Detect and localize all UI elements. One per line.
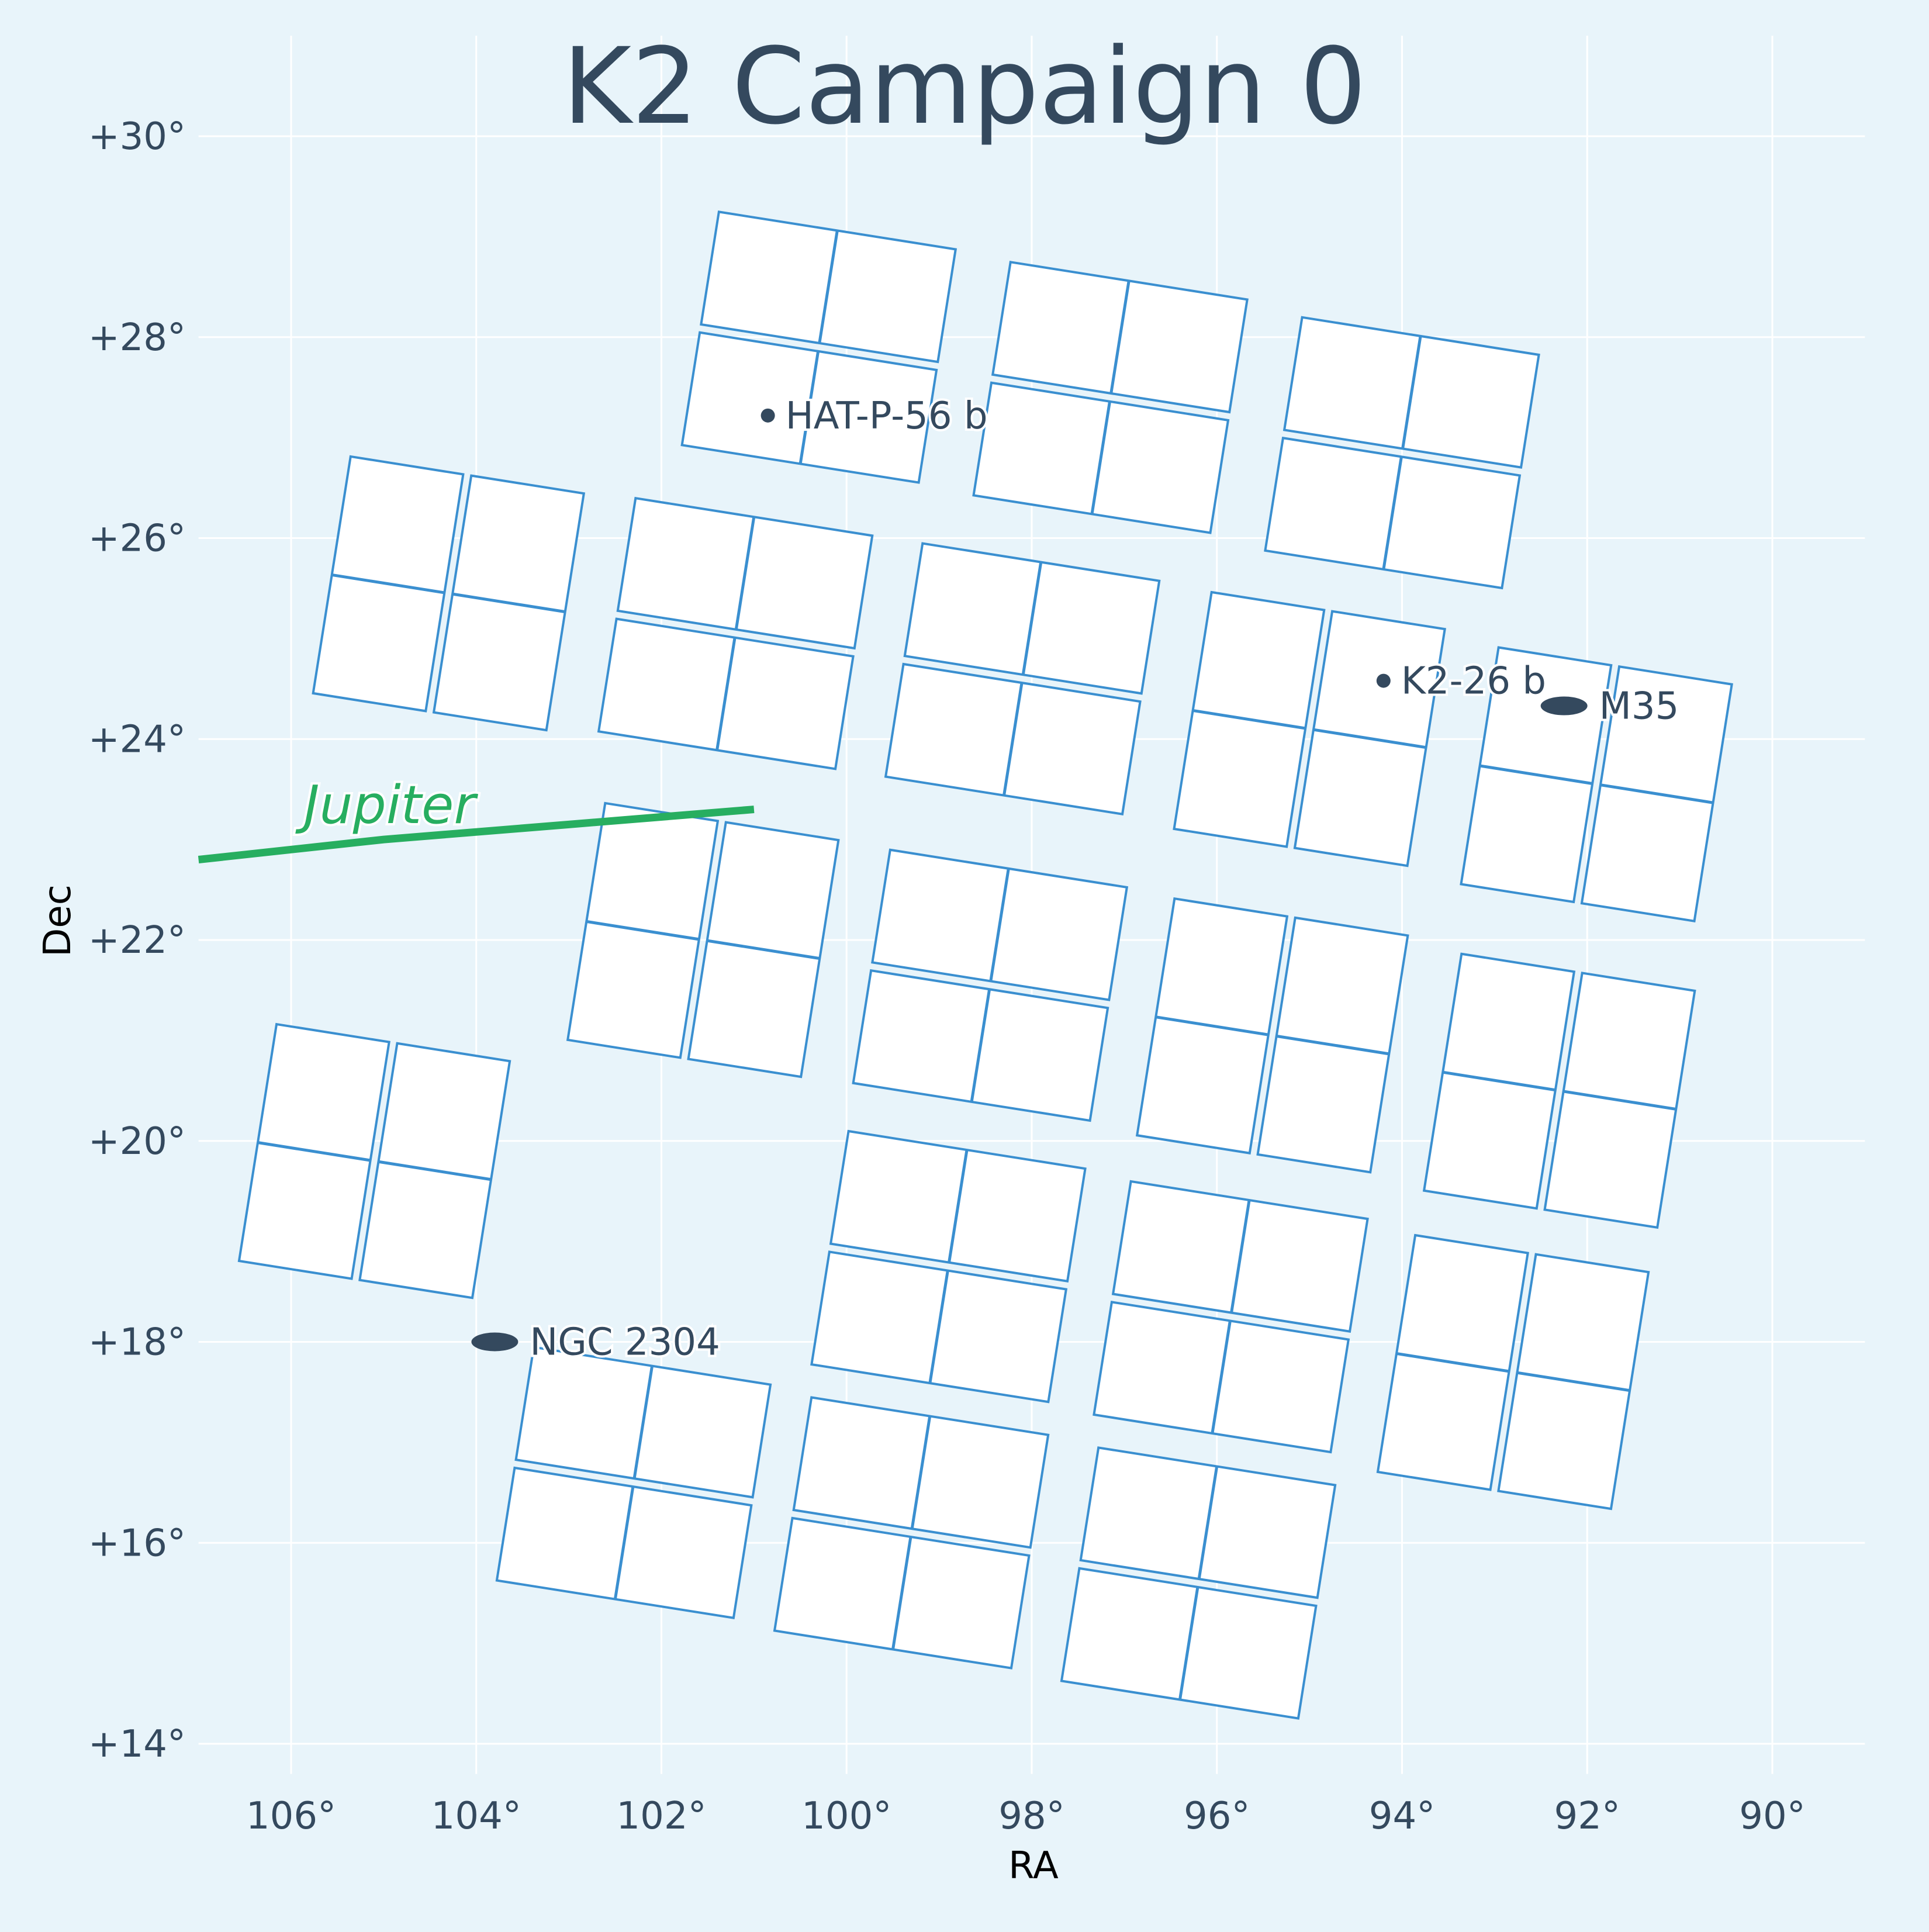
- y-tick-label: +20°: [88, 1120, 186, 1163]
- target-label: HAT-P-56 b: [786, 395, 988, 438]
- ccd-divider: [715, 637, 737, 751]
- ccd-divider: [1600, 783, 1713, 804]
- ccd-module: [495, 1346, 772, 1619]
- ccd-module: [597, 496, 874, 770]
- ccd-module: [852, 848, 1129, 1122]
- ccd-divider: [1178, 1587, 1199, 1700]
- ccd-divider: [891, 1536, 912, 1650]
- ccd-divider: [331, 573, 445, 595]
- ccd-divider: [910, 1416, 932, 1529]
- x-axis-label: RA: [1008, 1844, 1059, 1888]
- ccd-divider: [257, 1141, 371, 1162]
- y-tick-label: +24°: [88, 718, 186, 761]
- ccd-divider: [1109, 280, 1131, 394]
- ccd-module: [1264, 316, 1540, 590]
- ccd-module: [1135, 897, 1409, 1174]
- target-label: NGC 2304: [530, 1321, 720, 1364]
- ccd-divider: [586, 920, 700, 941]
- ccd-divider: [948, 1149, 969, 1263]
- chart-title: K2 Campaign 0: [562, 26, 1367, 148]
- ccd-divider: [734, 516, 756, 630]
- ccd-module: [773, 1396, 1050, 1670]
- ccd-divider: [378, 1160, 492, 1181]
- jupiter-path: [198, 806, 755, 863]
- ccd-divider: [1396, 1352, 1510, 1373]
- ccd-divider: [1313, 728, 1427, 749]
- target-ellipse: [471, 1332, 518, 1352]
- ccd-divider: [1192, 708, 1306, 730]
- ccd-divider: [1401, 336, 1422, 449]
- y-tick-label: +26°: [88, 517, 186, 561]
- ccd-module: [884, 542, 1161, 815]
- y-tick-label: +14°: [88, 1723, 186, 1766]
- x-tick-label: 94°: [1369, 1795, 1435, 1838]
- jupiter-track: Jupiter: [198, 772, 755, 863]
- ccd-module: [1093, 1180, 1369, 1454]
- ccd-divider: [1002, 682, 1024, 796]
- ccd-divider: [1197, 1466, 1219, 1580]
- y-tick-label: +28°: [88, 316, 186, 360]
- y-tick-label: +22°: [88, 919, 186, 962]
- target-label: K2-26 b: [1401, 660, 1546, 703]
- ccd-divider: [1211, 1321, 1232, 1434]
- ccd-divider: [1442, 1070, 1556, 1092]
- jupiter-label: Jupiter: [295, 775, 478, 836]
- ccd-module: [1173, 590, 1446, 868]
- ccd-module: [680, 210, 957, 484]
- x-tick-label: 90°: [1739, 1795, 1805, 1838]
- ccd-module: [237, 1022, 511, 1299]
- ccd-divider: [632, 1366, 654, 1479]
- x-tick-label: 104°: [431, 1795, 521, 1838]
- target-dot: [1376, 673, 1391, 688]
- ccd-divider: [798, 351, 820, 464]
- ccd-module: [972, 261, 1249, 534]
- ccd-divider: [970, 989, 991, 1102]
- x-tick-label: 92°: [1554, 1795, 1620, 1838]
- ccd-module: [810, 1129, 1087, 1404]
- x-tick-label: 96°: [1184, 1795, 1250, 1838]
- y-axis-label: Dec: [36, 884, 79, 957]
- target-ellipse: [1540, 696, 1588, 716]
- ccd-modules: [237, 210, 1733, 1720]
- ccd-divider: [1155, 1015, 1269, 1036]
- targets: HAT-P-56 b K2-26 b M35 NGC 2304: [471, 392, 1681, 1367]
- ccd-divider: [928, 1270, 949, 1384]
- ccd-module: [1376, 1233, 1650, 1511]
- ccd-divider: [1276, 1034, 1389, 1056]
- y-tick-label: +18°: [88, 1321, 186, 1364]
- ccd-divider: [1021, 562, 1043, 675]
- target-dot: [760, 408, 775, 423]
- x-tick-label: 106°: [246, 1795, 336, 1838]
- x-tick-label: 98°: [998, 1795, 1064, 1838]
- x-tick-label: 102°: [616, 1795, 706, 1838]
- ccd-module: [1060, 1446, 1337, 1720]
- y-tick-label: +16°: [88, 1522, 186, 1565]
- ccd-divider: [818, 230, 839, 344]
- ccd-divider: [1382, 456, 1403, 570]
- ccd-divider: [1517, 1371, 1630, 1392]
- ccd-divider: [1090, 401, 1111, 514]
- x-tick-label: 100°: [801, 1795, 891, 1838]
- ccd-divider: [1230, 1200, 1251, 1314]
- ccd-module: [312, 455, 586, 732]
- ccd-divider: [1479, 764, 1593, 785]
- y-tick-label: +30°: [88, 115, 186, 158]
- ccd-module: [566, 801, 840, 1079]
- ccd-divider: [1563, 1090, 1676, 1111]
- ccd-divider: [452, 592, 566, 614]
- ccd-module: [1422, 952, 1696, 1229]
- ccd-divider: [613, 1486, 635, 1600]
- target-label: M35: [1599, 685, 1679, 728]
- tick-labels: 106° 104° 102° 100° 98° 96° 94° 92° 90° +30° +28° +…: [88, 115, 1806, 1838]
- ccd-divider: [707, 939, 820, 960]
- ccd-divider: [989, 868, 1010, 981]
